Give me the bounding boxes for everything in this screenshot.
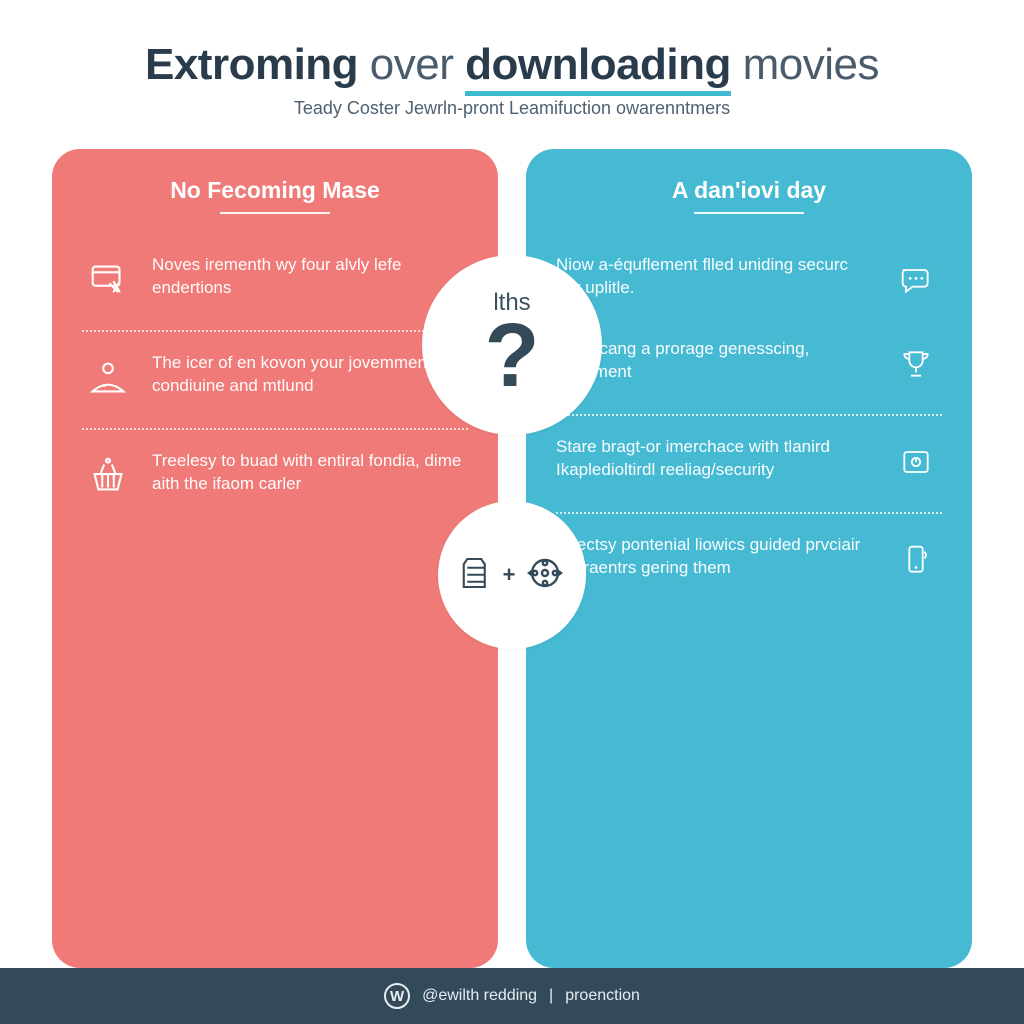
footer-bar: W @ewilth redding | proenction (0, 968, 1024, 1024)
right-item-3: Stare bragt-or imerchace with tlanird Ik… (556, 422, 942, 506)
right-item-1-text: Niow a-équflement flled uniding securc e… (556, 254, 872, 300)
basket-icon (82, 450, 134, 502)
right-item-4: Anectsy pontenial liowics guided prvciai… (556, 520, 942, 604)
left-item-3: Treelesy to buad with entiral fondia, di… (82, 436, 468, 520)
chat-icon (890, 254, 942, 306)
right-divider-1 (556, 414, 942, 416)
footer-separator: | (549, 987, 553, 1005)
person-map-icon (82, 352, 134, 404)
reel-badge-icon (521, 549, 569, 602)
left-item-1: Noves irementh wy four alvly lefe endert… (82, 240, 468, 324)
page-title: Extroming over downloading movies (52, 40, 972, 90)
right-column: A dan'iovi day Niow a-équflement flled u… (526, 149, 972, 968)
server-icon (455, 546, 497, 605)
left-column-title: No Fecoming Mase (82, 177, 468, 204)
card-click-icon (82, 254, 134, 306)
right-item-1: Niow a-équflement flled uniding securc e… (556, 240, 942, 324)
question-mark-icon: ? (485, 311, 540, 401)
left-item-2-text: The icer of en kovon your jovemmene cond… (152, 352, 468, 398)
phone-icon (890, 534, 942, 586)
comparison-columns: No Fecoming Mase Noves irementh wy four … (52, 149, 972, 968)
infographic-page: Extroming over downloading movies Teady … (0, 0, 1024, 968)
right-divider-2 (556, 512, 942, 514)
right-item-4-text: Anectsy pontenial liowics guided prvciai… (556, 534, 872, 580)
left-item-3-text: Treelesy to buad with entiral fondia, di… (152, 450, 468, 496)
footer-handle: @ewilth redding (422, 987, 537, 1005)
left-divider-2 (82, 428, 468, 430)
title-word-2: over (370, 40, 454, 89)
title-heading: Extroming over downloading movies (145, 40, 879, 90)
title-word-1: Extroming (145, 40, 358, 89)
plus-icon: + (503, 562, 516, 588)
right-item-2-text: Buinbcang a prorage genesscing, soretmen… (556, 338, 872, 384)
right-title-underline (694, 212, 804, 214)
safe-icon (890, 436, 942, 488)
wordpress-icon: W (384, 983, 410, 1009)
left-title-underline (220, 212, 330, 214)
page-subtitle: Teady Coster Jewrln-pront Leamifuction o… (52, 98, 972, 119)
right-column-title: A dan'iovi day (556, 177, 942, 204)
left-column: No Fecoming Mase Noves irementh wy four … (52, 149, 498, 968)
center-medallion-bottom: + (438, 501, 586, 649)
title-word-4: movies (743, 40, 879, 89)
right-item-2: Buinbcang a prorage genesscing, soretmen… (556, 324, 942, 408)
left-item-2: The icer of en kovon your jovemmene cond… (82, 338, 468, 422)
footer-tag: proenction (565, 987, 640, 1005)
trophy-icon (890, 338, 942, 390)
right-item-3-text: Stare bragt-or imerchace with tlanird Ik… (556, 436, 872, 482)
center-medallion-top: lths ? (422, 255, 602, 435)
left-item-1-text: Noves irementh wy four alvly lefe endert… (152, 254, 468, 300)
left-divider-1 (82, 330, 468, 332)
title-word-3: downloading (465, 40, 731, 96)
